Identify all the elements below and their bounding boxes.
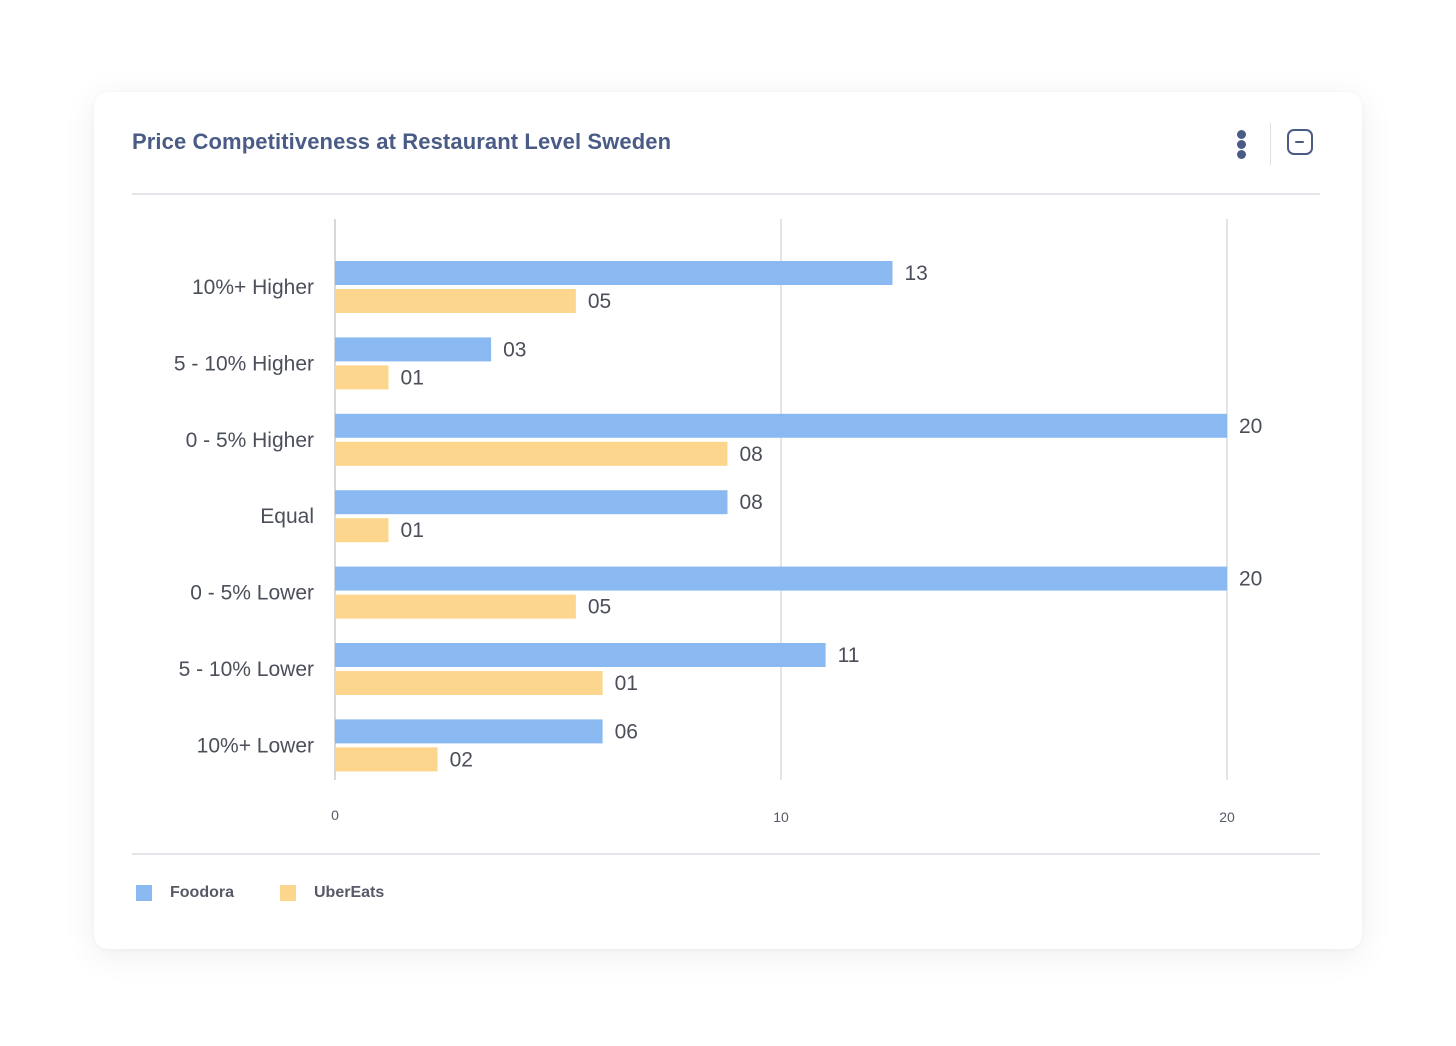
category-label: 10%+ Lower [197, 734, 314, 757]
legend-label-ubereats: UberEats [314, 884, 385, 901]
category-label: 10%+ Higher [192, 276, 314, 299]
data-label-ubereats: 08 [739, 443, 762, 466]
legend-label-foodora: Foodora [170, 884, 234, 901]
bar-ubereats [335, 671, 603, 695]
data-label-ubereats: 01 [615, 672, 638, 695]
collapse-icon[interactable] [1287, 129, 1313, 155]
bar-foodora [335, 490, 728, 515]
bar-foodora [335, 643, 826, 667]
bar-ubereats [335, 594, 576, 619]
bar-foodora [335, 337, 492, 362]
data-label-ubereats: 02 [450, 748, 473, 771]
legend-swatch-foodora [136, 885, 152, 901]
bar-foodora [335, 413, 1227, 438]
data-label-foodora: 06 [615, 720, 638, 743]
header-separator [132, 193, 1320, 195]
data-label-ubereats: 05 [588, 596, 611, 619]
category-label: 0 - 5% Higher [186, 429, 314, 452]
chart-legend: Foodora UberEats [136, 884, 430, 902]
x-tick-label-20: 20 [1219, 809, 1235, 825]
bar-foodora [335, 566, 1227, 591]
data-label-foodora: 20 [1239, 568, 1262, 591]
category-label: 5 - 10% Higher [174, 352, 314, 375]
bar-ubereats [335, 747, 438, 772]
bar-ubereats [335, 441, 728, 466]
more-options-icon[interactable] [1232, 128, 1252, 160]
legend-item-foodora[interactable]: Foodora [136, 884, 234, 902]
bar-ubereats [335, 365, 389, 390]
data-label-ubereats: 01 [401, 366, 424, 389]
data-label-foodora: 13 [905, 262, 928, 285]
category-label: 5 - 10% Lower [179, 658, 314, 681]
bar-foodora [335, 261, 893, 285]
legend-item-ubereats[interactable]: UberEats [280, 884, 384, 902]
data-label-ubereats: 01 [401, 519, 424, 542]
footer-separator [132, 853, 1320, 855]
x-tick-label-10: 10 [773, 809, 789, 825]
bar-ubereats [335, 289, 576, 313]
data-label-foodora: 08 [739, 491, 762, 514]
card-title: Price Competitiveness at Restaurant Leve… [132, 129, 672, 154]
data-label-foodora: 11 [838, 644, 860, 667]
data-label-ubereats: 05 [588, 290, 611, 313]
data-label-foodora: 03 [503, 338, 526, 361]
category-label: 0 - 5% Lower [190, 582, 314, 605]
bar-foodora [335, 719, 603, 744]
legend-swatch-ubereats [280, 885, 296, 901]
category-label: Equal [260, 505, 314, 528]
chart-card: Price Competitiveness at Restaurant Leve… [94, 92, 1362, 949]
bar-ubereats [335, 518, 389, 543]
data-label-foodora: 20 [1239, 415, 1262, 438]
header-divider [1270, 123, 1271, 165]
x-tick-label-0: 0 [331, 807, 339, 823]
